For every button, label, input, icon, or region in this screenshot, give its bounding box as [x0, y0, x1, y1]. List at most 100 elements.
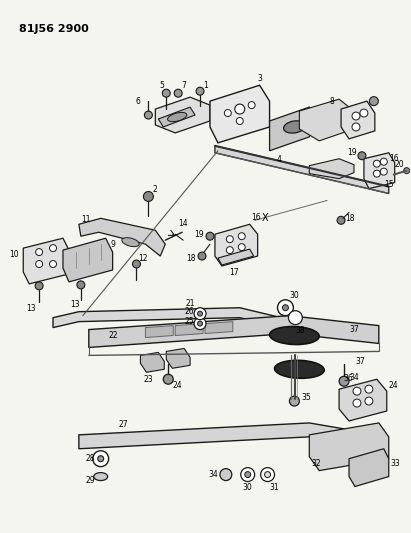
Text: 38: 38	[296, 326, 305, 335]
Text: 16: 16	[252, 213, 261, 222]
Circle shape	[194, 318, 206, 329]
Circle shape	[236, 117, 243, 125]
Circle shape	[132, 260, 141, 268]
Polygon shape	[349, 449, 389, 487]
Text: 36: 36	[343, 374, 353, 383]
Text: 18: 18	[187, 254, 196, 263]
Polygon shape	[23, 238, 69, 284]
Polygon shape	[141, 352, 164, 372]
Text: 20: 20	[395, 160, 404, 168]
Text: 5: 5	[160, 81, 165, 90]
Text: 17: 17	[229, 268, 239, 277]
Circle shape	[50, 261, 57, 268]
Circle shape	[93, 451, 109, 466]
Text: 24: 24	[172, 381, 182, 390]
Text: 8: 8	[329, 96, 334, 106]
Ellipse shape	[270, 327, 319, 344]
Circle shape	[226, 247, 233, 254]
Circle shape	[35, 282, 43, 290]
Text: 30: 30	[289, 291, 299, 300]
Text: 9: 9	[111, 240, 115, 249]
Circle shape	[163, 374, 173, 384]
Circle shape	[365, 397, 373, 405]
Text: 35: 35	[301, 393, 311, 401]
Polygon shape	[79, 219, 165, 256]
Circle shape	[36, 248, 43, 256]
Polygon shape	[309, 159, 354, 179]
Text: 4: 4	[277, 155, 282, 164]
Text: 24: 24	[389, 381, 398, 390]
Circle shape	[198, 252, 206, 260]
Text: 33: 33	[391, 459, 400, 468]
Circle shape	[360, 109, 368, 117]
Circle shape	[339, 376, 349, 386]
Circle shape	[143, 191, 153, 201]
Circle shape	[206, 232, 214, 240]
Polygon shape	[215, 224, 258, 266]
Circle shape	[196, 87, 204, 95]
Polygon shape	[210, 85, 270, 143]
Polygon shape	[270, 107, 319, 151]
Circle shape	[241, 467, 255, 481]
Text: 37: 37	[355, 357, 365, 366]
Circle shape	[373, 170, 380, 177]
Polygon shape	[218, 249, 254, 265]
Polygon shape	[364, 153, 395, 189]
Polygon shape	[155, 97, 210, 133]
Text: 34: 34	[349, 373, 359, 382]
Circle shape	[289, 396, 299, 406]
Text: 81J56 2900: 81J56 2900	[19, 23, 89, 34]
Polygon shape	[166, 349, 190, 368]
Circle shape	[404, 168, 410, 174]
Polygon shape	[341, 101, 375, 139]
Circle shape	[337, 216, 345, 224]
Polygon shape	[53, 308, 289, 329]
Polygon shape	[79, 423, 379, 449]
Text: 30: 30	[243, 482, 253, 491]
Ellipse shape	[275, 360, 324, 378]
Text: 22: 22	[109, 331, 118, 340]
Circle shape	[77, 281, 85, 289]
Text: 23: 23	[143, 375, 153, 384]
Text: 2: 2	[152, 185, 157, 195]
Circle shape	[198, 321, 203, 326]
Circle shape	[174, 89, 182, 97]
Polygon shape	[158, 107, 195, 127]
Text: 1: 1	[203, 81, 208, 90]
Circle shape	[373, 160, 380, 167]
Text: 37: 37	[349, 325, 359, 334]
Text: 16: 16	[389, 154, 398, 163]
Text: 12: 12	[139, 254, 148, 263]
Text: 34: 34	[208, 470, 218, 479]
Text: 27: 27	[119, 420, 128, 429]
Ellipse shape	[284, 121, 305, 133]
Polygon shape	[309, 423, 389, 471]
Circle shape	[162, 89, 170, 97]
Text: 10: 10	[9, 249, 19, 259]
Circle shape	[369, 96, 378, 106]
Ellipse shape	[168, 112, 187, 122]
Polygon shape	[89, 316, 379, 348]
Text: 18: 18	[345, 214, 355, 223]
Text: 31: 31	[270, 482, 279, 491]
Circle shape	[353, 387, 361, 395]
Circle shape	[50, 245, 57, 252]
Circle shape	[380, 168, 387, 175]
Circle shape	[235, 104, 245, 114]
Polygon shape	[215, 146, 389, 193]
Ellipse shape	[122, 238, 139, 247]
Text: 13: 13	[26, 304, 36, 313]
Polygon shape	[145, 326, 173, 337]
Circle shape	[265, 472, 270, 478]
Circle shape	[289, 311, 302, 325]
Circle shape	[245, 472, 251, 478]
Text: 26: 26	[185, 307, 194, 316]
Text: 6: 6	[136, 96, 141, 106]
Text: 19: 19	[347, 148, 357, 157]
Text: 28: 28	[85, 454, 95, 463]
Circle shape	[36, 261, 43, 268]
Circle shape	[365, 385, 373, 393]
Polygon shape	[299, 99, 354, 141]
Text: 14: 14	[178, 219, 188, 228]
Circle shape	[238, 244, 245, 251]
